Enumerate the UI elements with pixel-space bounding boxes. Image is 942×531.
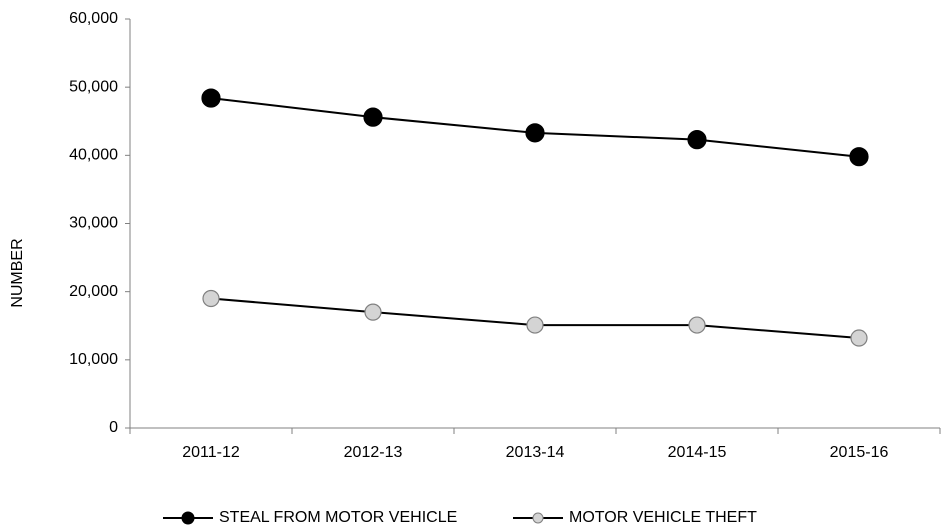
y-tick-label: 10,000 <box>69 351 118 368</box>
data-point <box>688 316 706 334</box>
data-point <box>363 107 383 127</box>
y-tick-label: 20,000 <box>69 283 118 300</box>
data-point <box>525 123 545 143</box>
legend-label: STEAL FROM MOTOR VEHICLE <box>219 509 457 526</box>
x-tick-label: 2014-15 <box>668 444 727 461</box>
y-tick-label: 60,000 <box>69 10 118 27</box>
legend-label: MOTOR VEHICLE THEFT <box>569 509 757 526</box>
data-point <box>687 130 707 150</box>
data-point <box>526 316 544 334</box>
x-tick-label: 2011-12 <box>182 444 240 461</box>
y-tick-label: 40,000 <box>69 147 118 164</box>
data-point <box>201 88 221 108</box>
x-tick-label: 2012-13 <box>344 444 403 461</box>
y-tick-label: 0 <box>109 419 118 436</box>
legend-marker <box>181 511 195 525</box>
legend-marker <box>532 512 544 524</box>
data-point <box>202 289 220 308</box>
y-axis-label: NUMBER <box>9 238 26 307</box>
y-tick-label: 50,000 <box>69 78 118 95</box>
data-point <box>364 303 382 321</box>
x-tick-label: 2013-14 <box>506 444 565 461</box>
x-tick-label: 2015-16 <box>830 444 889 461</box>
data-point <box>850 329 868 347</box>
y-tick-label: 30,000 <box>69 215 118 232</box>
data-point <box>849 147 869 167</box>
